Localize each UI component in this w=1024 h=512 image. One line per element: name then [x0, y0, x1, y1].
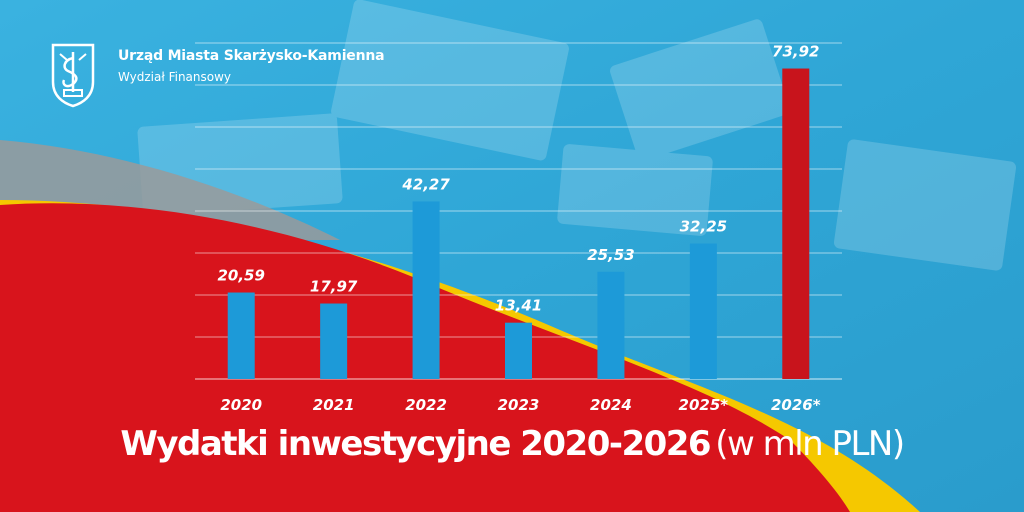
category-label: 2020	[220, 396, 262, 414]
bar-2024	[597, 271, 625, 379]
chart-title-unit: (w mln PLN)	[715, 424, 905, 464]
category-label: 2026*	[771, 396, 821, 414]
value-label: 73,92	[772, 43, 819, 61]
org-name: Urząd Miasta Skarżysko-Kamienna	[118, 48, 385, 64]
category-label: 2023	[498, 396, 540, 414]
value-label: 17,97	[310, 278, 358, 296]
city-crest-icon	[51, 43, 95, 108]
bar-2021	[320, 303, 348, 379]
category-label: 2024	[590, 396, 632, 414]
chart-bars	[227, 68, 810, 379]
department-name: Wydział Finansowy	[118, 70, 232, 84]
value-label: 42,27	[401, 175, 450, 193]
city-branding: Urząd Miasta Skarżysko-Kamienna Wydział …	[50, 42, 385, 108]
value-label: 20,59	[217, 267, 264, 285]
category-label: 2021	[313, 396, 355, 414]
banknote-texture	[137, 0, 1017, 271]
value-label: 13,41	[495, 297, 542, 315]
chart-title: Wydatki inwestycyjne 2020-2026 (w mln PL…	[0, 424, 1024, 464]
bar-2020	[227, 292, 255, 379]
value-label: 32,25	[680, 218, 727, 236]
chart-value-labels: 20,59 17,97 42,27 13,41 25,53 32,25 73,92	[217, 43, 819, 315]
category-label: 2025*	[679, 396, 729, 414]
chart-category-labels: 2020 2021 2022 2023 2024 2025* 2026*	[220, 396, 820, 414]
bar-2022	[412, 201, 440, 379]
category-label: 2022	[405, 396, 447, 414]
bar-2025	[689, 243, 717, 379]
value-label: 25,53	[587, 246, 634, 264]
chart-title-main: Wydatki inwestycyjne 2020-2026	[120, 424, 711, 464]
bar-2026	[782, 68, 810, 379]
bar-2023	[505, 322, 532, 379]
